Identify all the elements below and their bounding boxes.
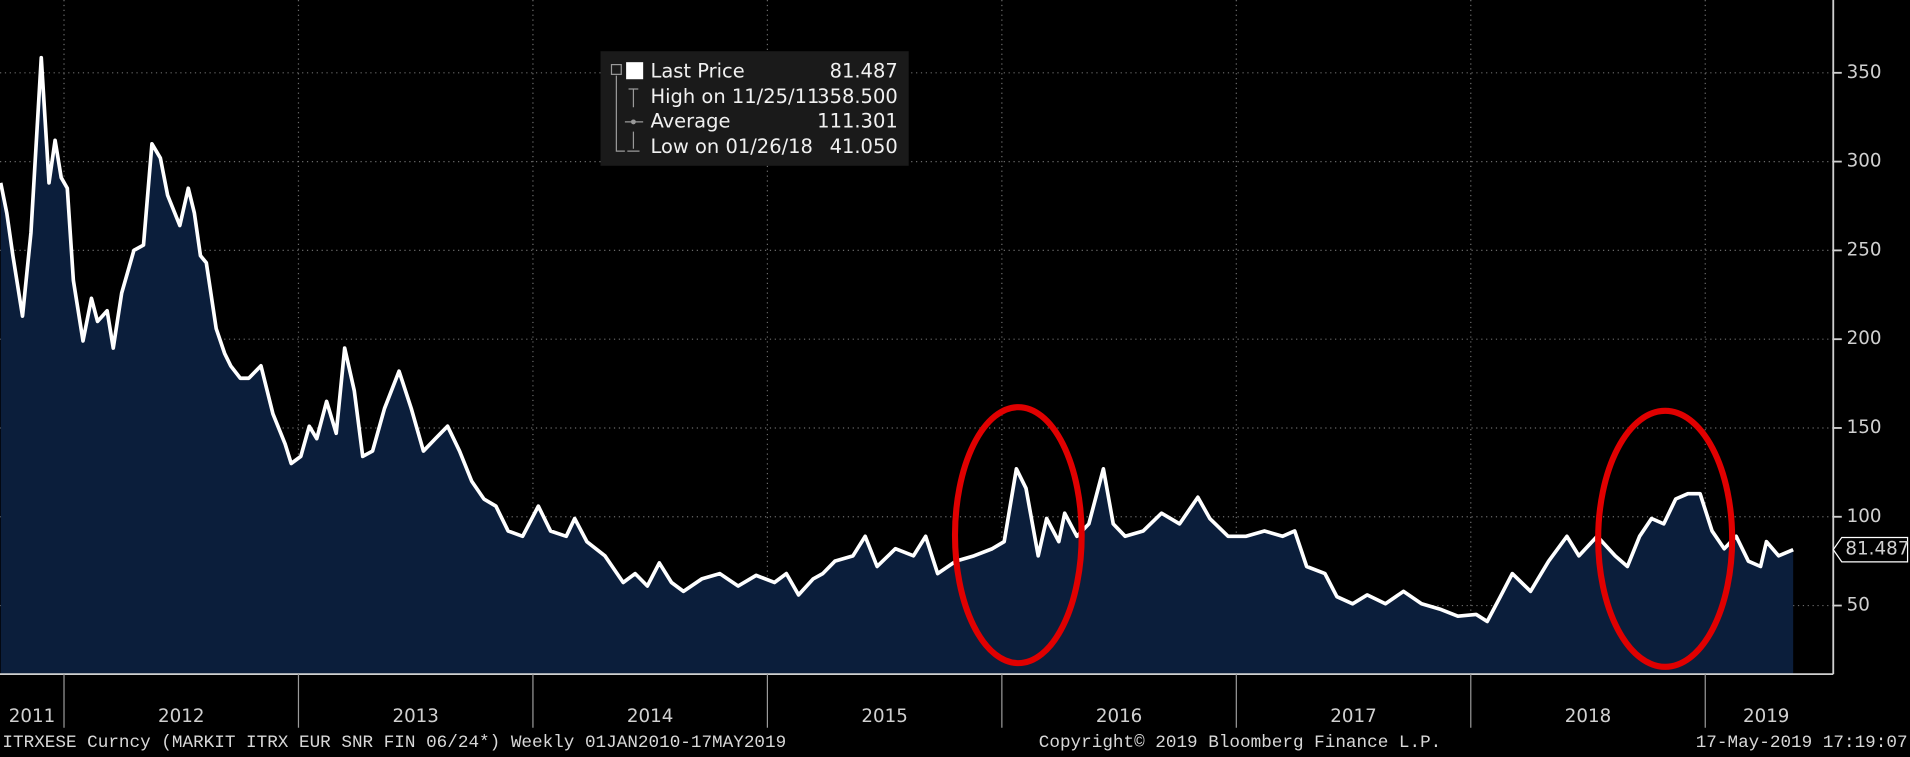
- x-tick-label: 2019: [1743, 706, 1789, 727]
- axes: 50 100 150 200 250 300 350 2011 2012 2013 2014 2015…: [9, 62, 1909, 728]
- x-tick-label: 2018: [1565, 706, 1611, 727]
- y-tick-label: 350: [1847, 62, 1882, 83]
- legend-value: 111.301: [817, 109, 898, 132]
- highlight-ellipse: [951, 404, 1085, 667]
- y-tick-label: 200: [1847, 328, 1882, 349]
- legend-value: 358.500: [817, 85, 898, 108]
- footer-timestamp: 17-May-2019 17:19:07: [1696, 733, 1908, 753]
- legend: Last Price 81.487 High on 11/25/11 358.5…: [600, 51, 909, 166]
- legend-label: Low on 01/26/18: [650, 135, 812, 158]
- footer-copyright: Copyright© 2019 Bloomberg Finance L.P.: [1039, 733, 1441, 753]
- y-tick-label: 100: [1847, 506, 1882, 527]
- footer-source: ITRXESE Curncy (MARKIT ITRX EUR SNR FIN …: [2, 733, 786, 753]
- y-tick-label: 150: [1847, 417, 1882, 438]
- legend-label: Last Price: [650, 59, 744, 82]
- x-tick-label: 2011: [9, 706, 55, 727]
- legend-icon: [630, 119, 636, 125]
- x-tick-label: 2013: [392, 706, 438, 727]
- x-tick-label: 2014: [627, 706, 673, 727]
- y-tick-label: 250: [1847, 239, 1882, 260]
- legend-label: High on 11/25/11: [650, 85, 819, 108]
- legend-icon: [626, 62, 644, 80]
- y-tick-label: 300: [1847, 151, 1882, 172]
- last-value-tag: [1832, 536, 1909, 563]
- x-tick-label: 2012: [158, 706, 204, 727]
- plot-area: [0, 55, 1794, 675]
- legend-value: 41.050: [830, 135, 898, 158]
- x-tick-label: 2017: [1330, 706, 1376, 727]
- legend-box: [600, 51, 909, 166]
- legend-value: 81.487: [830, 59, 898, 82]
- y-tick-label: 50: [1847, 595, 1870, 616]
- price-line: [0, 55, 1794, 624]
- legend-label: Average: [650, 109, 730, 132]
- last-value-label: 81.487: [1845, 539, 1909, 560]
- x-tick-label: 2015: [861, 706, 907, 727]
- area-fill: [0, 57, 1794, 675]
- x-tick-label: 2016: [1096, 706, 1142, 727]
- legend-icon: [610, 63, 622, 75]
- highlight-ellipse: [1595, 407, 1736, 670]
